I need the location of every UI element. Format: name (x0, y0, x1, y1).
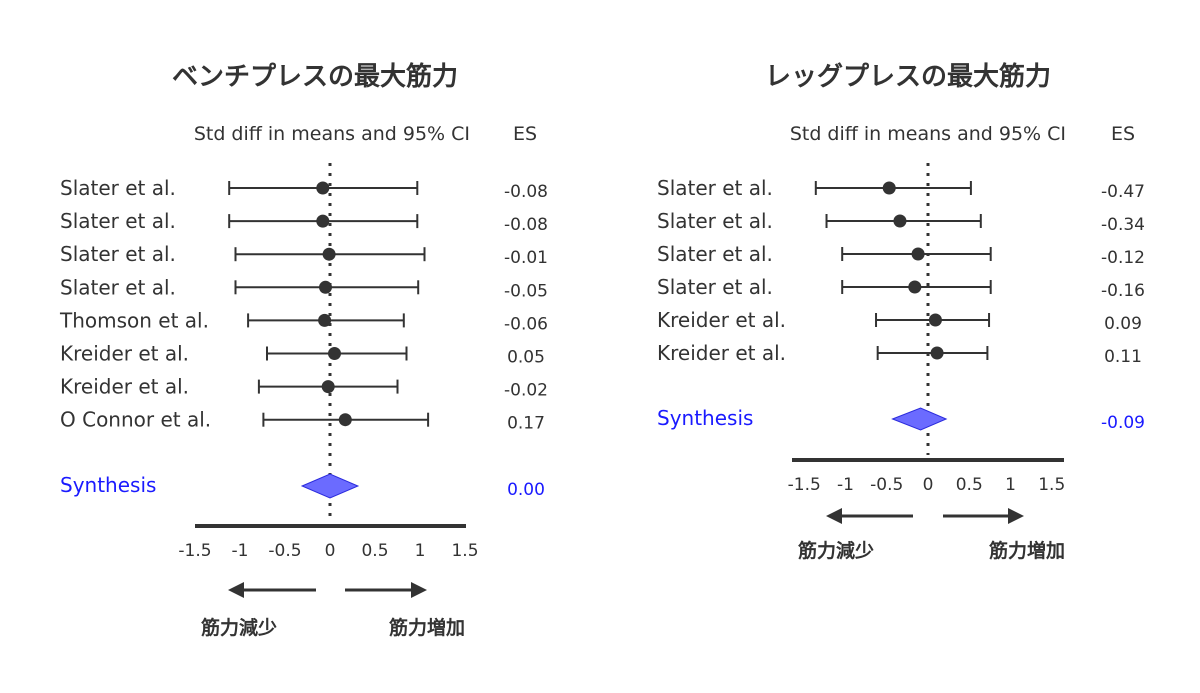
effect-size-point (882, 181, 896, 195)
study-name: Kreider et al. (60, 375, 189, 399)
arrow-right-head (411, 582, 427, 598)
effect-size-label: -0.47 (1101, 182, 1145, 202)
effect-size-point (316, 214, 330, 228)
study-name: Kreider et al. (657, 308, 786, 332)
effect-size-label: -0.05 (504, 281, 548, 301)
synthesis-effect-size: -0.09 (1101, 413, 1145, 433)
study-name: Kreider et al. (657, 341, 786, 365)
study-name: Slater et al. (657, 275, 773, 299)
study-name: Thomson et al. (59, 308, 209, 332)
effect-size-point (908, 280, 922, 294)
study-name: Slater et al. (657, 176, 773, 200)
x-axis-tick-label: -0.5 (870, 475, 903, 495)
effect-size-point (319, 280, 332, 294)
effect-size-point (928, 313, 942, 327)
x-axis-tick-label: -0.5 (268, 541, 301, 561)
forest-plot-leg-press: レッグプレスの最大筋力 Std diff in means and 95% CI E… (657, 61, 1145, 562)
effect-size-label: -0.01 (504, 248, 548, 268)
increase-label: 筋力増加 (389, 616, 465, 639)
synthesis-diamond (300, 473, 360, 499)
effect-size-point (316, 181, 330, 195)
study-name: O Connor et al. (60, 408, 211, 432)
effect-size-label: -0.12 (1101, 248, 1145, 268)
synthesis-label: Synthesis (657, 406, 753, 430)
effect-size-point (893, 214, 907, 228)
increase-label: 筋力増加 (989, 539, 1065, 562)
x-axis-tick-label: 0.5 (361, 541, 388, 561)
study-name: Slater et al. (60, 176, 176, 200)
effect-size-label: -0.34 (1101, 215, 1145, 235)
arrow-right-head (1008, 508, 1024, 524)
x-axis-tick-label: 1.5 (451, 541, 478, 561)
arrow-left-head (228, 582, 244, 598)
ci-column-header: Std diff in means and 95% CI (790, 123, 1066, 145)
effect-size-point (318, 313, 332, 327)
x-axis-tick-label: -1.5 (178, 541, 211, 561)
effect-size-point (328, 347, 341, 360)
chart-title: ベンチプレスの最大筋力 (172, 61, 458, 92)
effect-size-label: 0.09 (1104, 314, 1142, 334)
effect-size-point (338, 413, 352, 427)
x-axis-tick-label: -1 (837, 475, 854, 495)
effect-size-point (322, 247, 336, 261)
ci-column-header: Std diff in means and 95% CI (194, 123, 470, 145)
arrow-left-head (826, 508, 842, 524)
es-column-header: ES (1111, 123, 1135, 145)
x-axis-tick-label: -1.5 (788, 475, 821, 495)
effect-size-point (911, 247, 925, 261)
effect-size-label: -0.16 (1101, 281, 1145, 301)
x-axis-tick-label: 1.5 (1038, 475, 1065, 495)
study-name: Slater et al. (657, 242, 773, 266)
effect-size-label: 0.11 (1104, 347, 1142, 367)
study-name: Kreider et al. (60, 342, 189, 366)
study-name: Slater et al. (657, 209, 773, 233)
synthesis-effect-size: 0.00 (507, 480, 545, 500)
x-axis-tick-label: 0 (325, 541, 336, 561)
effect-size-point (321, 380, 335, 394)
es-column-header: ES (513, 123, 537, 145)
x-axis-tick-label: 0.5 (956, 475, 983, 495)
synthesis-diamond (891, 407, 948, 431)
x-axis-tick-label: 1 (1005, 475, 1016, 495)
effect-size-label: -0.08 (504, 215, 548, 235)
synthesis-label: Synthesis (60, 473, 156, 497)
study-name: Slater et al. (60, 209, 176, 233)
chart-title: レッグプレスの最大筋力 (765, 61, 1051, 92)
effect-size-point (930, 346, 944, 360)
effect-size-label: -0.08 (504, 182, 548, 202)
x-axis-tick-label: 1 (415, 541, 426, 561)
study-name: Slater et al. (60, 242, 176, 266)
effect-size-label: 0.05 (507, 348, 545, 368)
decrease-label: 筋力減少 (798, 539, 874, 562)
decrease-label: 筋力減少 (201, 616, 277, 639)
study-name: Slater et al. (60, 275, 176, 299)
x-axis-tick-label: 0 (923, 475, 934, 495)
forest-plot-bench-press: ベンチプレスの最大筋力 Std diff in means and 95% CI E… (59, 61, 548, 639)
effect-size-label: -0.02 (504, 381, 548, 401)
x-axis-tick-label: -1 (232, 541, 249, 561)
effect-size-label: 0.17 (507, 414, 545, 434)
effect-size-label: -0.06 (504, 314, 548, 334)
